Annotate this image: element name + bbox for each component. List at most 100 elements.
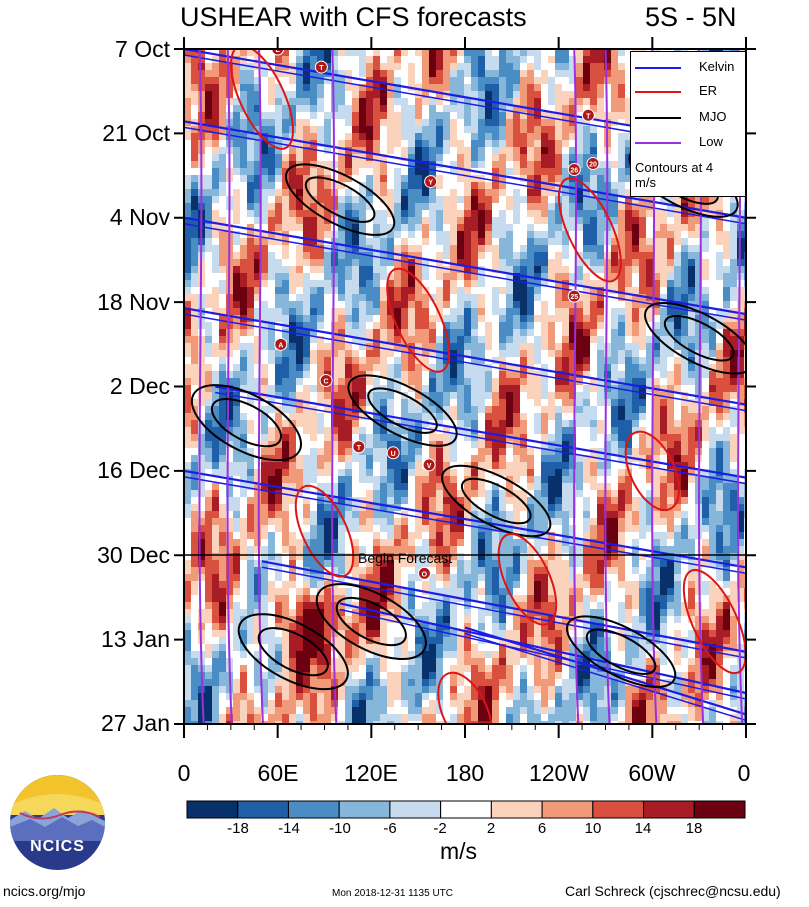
field-cell — [191, 441, 199, 449]
field-cell — [317, 273, 325, 281]
field-cell — [359, 98, 367, 106]
field-cell — [625, 399, 633, 407]
field-cell — [436, 441, 444, 449]
field-cell — [485, 154, 493, 162]
field-cell — [478, 154, 486, 162]
field-cell — [492, 462, 500, 470]
field-cell — [709, 266, 717, 274]
field-cell — [324, 224, 332, 232]
field-cell — [716, 371, 724, 379]
field-cell — [296, 84, 304, 92]
field-cell — [394, 343, 402, 351]
field-cell — [429, 112, 437, 120]
field-cell — [688, 308, 696, 316]
field-cell — [625, 238, 633, 246]
field-cell — [184, 105, 192, 113]
field-cell — [667, 371, 675, 379]
field-cell — [373, 182, 381, 190]
field-cell — [191, 371, 199, 379]
field-cell — [205, 336, 213, 344]
field-cell — [527, 378, 535, 386]
field-cell — [576, 70, 584, 78]
field-cell — [331, 427, 339, 435]
field-cell — [303, 385, 311, 393]
field-cell — [219, 273, 227, 281]
field-cell — [429, 91, 437, 99]
field-cell — [534, 147, 542, 155]
field-cell — [534, 189, 542, 197]
field-cell — [296, 406, 304, 414]
field-cell — [555, 273, 563, 281]
field-cell — [702, 427, 710, 435]
field-cell — [184, 350, 192, 358]
field-cell — [247, 441, 255, 449]
field-cell — [485, 182, 493, 190]
field-cell — [345, 413, 353, 421]
field-cell — [520, 112, 528, 120]
field-cell — [359, 196, 367, 204]
field-cell — [541, 126, 549, 134]
field-cell — [569, 266, 577, 274]
field-cell — [338, 259, 346, 267]
field-cell — [569, 364, 577, 372]
field-cell — [184, 357, 192, 365]
field-cell — [387, 168, 395, 176]
field-cell — [667, 273, 675, 281]
field-cell — [191, 140, 199, 148]
field-cell — [359, 112, 367, 120]
field-cell — [401, 315, 409, 323]
field-cell — [261, 385, 269, 393]
field-cell — [324, 252, 332, 260]
field-cell — [562, 329, 570, 337]
field-cell — [555, 119, 563, 127]
field-cell — [702, 280, 710, 288]
field-cell — [548, 231, 556, 239]
field-cell — [688, 231, 696, 239]
field-cell — [611, 399, 619, 407]
field-cell — [296, 56, 304, 64]
field-cell — [625, 350, 633, 358]
field-cell — [450, 434, 458, 442]
field-cell — [583, 98, 591, 106]
field-cell — [429, 469, 437, 477]
field-cell — [583, 462, 591, 470]
field-cell — [730, 406, 738, 414]
field-cell — [457, 329, 465, 337]
field-cell — [380, 420, 388, 428]
field-cell — [576, 161, 584, 169]
field-cell — [639, 406, 647, 414]
field-cell — [352, 455, 360, 463]
field-cell — [618, 112, 626, 120]
field-cell — [555, 133, 563, 141]
field-cell — [709, 231, 717, 239]
field-cell — [310, 238, 318, 246]
field-cell — [247, 301, 255, 309]
field-cell — [492, 308, 500, 316]
field-cell — [562, 455, 570, 463]
field-cell — [394, 350, 402, 358]
field-cell — [709, 441, 717, 449]
field-cell — [478, 84, 486, 92]
field-cell — [191, 70, 199, 78]
field-cell — [380, 147, 388, 155]
field-cell — [527, 315, 535, 323]
field-cell — [366, 63, 374, 71]
field-cell — [205, 301, 213, 309]
field-cell — [730, 252, 738, 260]
field-cell — [534, 301, 542, 309]
field-cell — [275, 287, 283, 295]
field-cell — [219, 91, 227, 99]
field-cell — [485, 56, 493, 64]
field-cell — [569, 392, 577, 400]
field-cell — [520, 308, 528, 316]
field-cell — [625, 441, 633, 449]
field-cell — [597, 105, 605, 113]
field-cell — [674, 329, 682, 337]
field-cell — [604, 371, 612, 379]
field-cell — [569, 84, 577, 92]
field-cell — [471, 336, 479, 344]
field-cell — [541, 196, 549, 204]
field-cell — [450, 469, 458, 477]
field-cell — [527, 203, 535, 211]
field-cell — [380, 98, 388, 106]
